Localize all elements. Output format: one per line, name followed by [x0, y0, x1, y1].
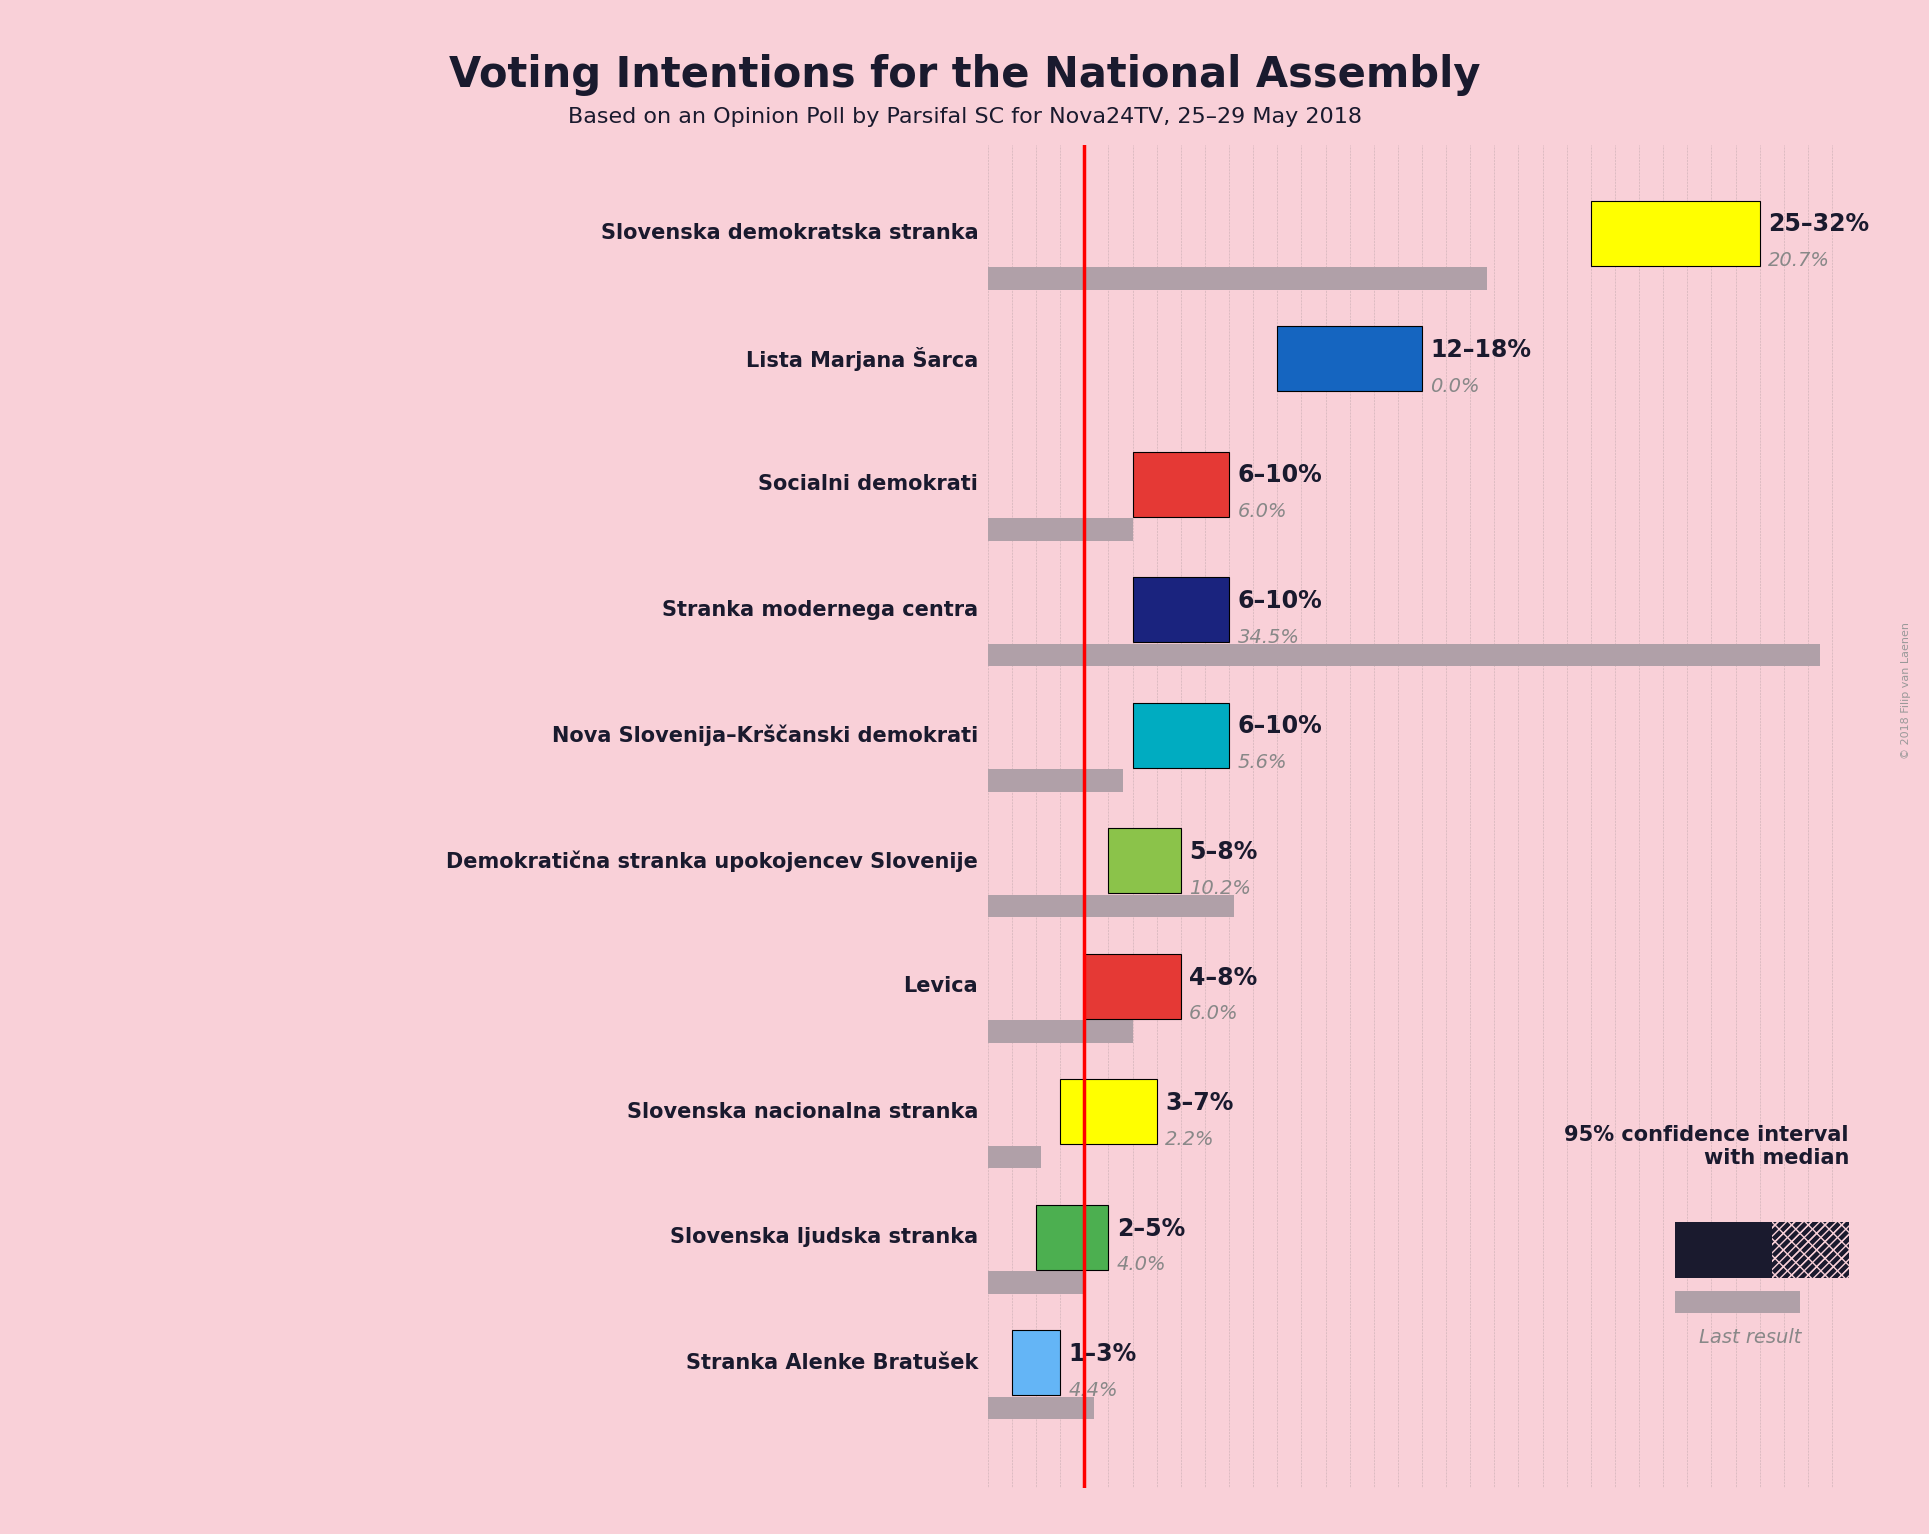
Bar [1350, 327, 1422, 391]
Bar [1109, 828, 1181, 893]
Text: 2.2%: 2.2% [1165, 1131, 1215, 1149]
Bar [1036, 1204, 1109, 1270]
Bar [1144, 828, 1181, 893]
Bar [1181, 703, 1229, 769]
Bar [1181, 577, 1229, 643]
Text: 20.7%: 20.7% [1769, 252, 1831, 270]
Bar [988, 1146, 1042, 1169]
Bar [1013, 1330, 1061, 1396]
Text: 25–32%: 25–32% [1769, 213, 1869, 236]
Bar [1181, 451, 1229, 517]
Bar [1674, 1290, 1800, 1313]
Bar [1132, 954, 1181, 1019]
Text: 34.5%: 34.5% [1238, 627, 1300, 647]
Bar [1109, 828, 1144, 893]
Bar [988, 1020, 1132, 1043]
Bar [1132, 577, 1181, 643]
Bar [1277, 327, 1350, 391]
Bar [1132, 451, 1181, 517]
Text: Slovenska demokratska stranka: Slovenska demokratska stranka [600, 224, 978, 244]
Text: Last result: Last result [1699, 1327, 1802, 1347]
Bar [1181, 451, 1229, 517]
Bar [1061, 1078, 1157, 1144]
Bar [1073, 1204, 1109, 1270]
Text: 4–8%: 4–8% [1190, 965, 1258, 989]
Bar [1350, 327, 1422, 391]
Bar [1109, 1078, 1157, 1144]
Text: Stranka Alenke Bratušek: Stranka Alenke Bratušek [687, 1353, 978, 1373]
Text: 5.6%: 5.6% [1238, 753, 1287, 773]
Text: 6.0%: 6.0% [1190, 1005, 1238, 1023]
Bar [1132, 954, 1181, 1019]
Text: Lista Marjana Šarca: Lista Marjana Šarca [747, 347, 978, 371]
Bar [1061, 1078, 1109, 1144]
Text: 5–8%: 5–8% [1190, 841, 1258, 864]
Text: 1–3%: 1–3% [1069, 1342, 1136, 1365]
Bar [1132, 577, 1229, 643]
Bar [988, 894, 1235, 917]
Bar [988, 518, 1132, 542]
Bar [1144, 828, 1181, 893]
Text: 6–10%: 6–10% [1238, 463, 1321, 488]
Text: Stranka modernega centra: Stranka modernega centra [662, 600, 978, 620]
Bar [988, 644, 1819, 666]
Text: Based on an Opinion Poll by Parsifal SC for Nova24TV, 25–29 May 2018: Based on an Opinion Poll by Parsifal SC … [567, 107, 1362, 127]
Text: 2–5%: 2–5% [1117, 1216, 1184, 1241]
Text: 4.4%: 4.4% [1069, 1381, 1119, 1401]
Bar [1036, 1204, 1073, 1270]
Bar [1591, 201, 1674, 265]
Text: 4.0%: 4.0% [1117, 1255, 1167, 1275]
Bar [1036, 1330, 1061, 1396]
Text: 10.2%: 10.2% [1190, 879, 1252, 897]
Text: Slovenska ljudska stranka: Slovenska ljudska stranka [669, 1227, 978, 1247]
Text: 6–10%: 6–10% [1238, 589, 1321, 614]
Text: Voting Intentions for the National Assembly: Voting Intentions for the National Assem… [449, 54, 1480, 95]
Bar [1674, 201, 1759, 265]
Bar [1674, 201, 1759, 265]
Bar [1591, 201, 1759, 265]
Bar [988, 1396, 1094, 1419]
Bar [1036, 1330, 1061, 1396]
Text: 95% confidence interval
with median: 95% confidence interval with median [1564, 1124, 1848, 1169]
Bar [988, 769, 1123, 792]
Bar [1073, 1204, 1109, 1270]
Text: 12–18%: 12–18% [1431, 337, 1532, 362]
Text: 0.0%: 0.0% [1431, 377, 1480, 396]
Bar [1771, 1221, 1848, 1278]
Text: 6–10%: 6–10% [1238, 715, 1321, 738]
Text: Levica: Levica [903, 976, 978, 996]
Text: 3–7%: 3–7% [1165, 1091, 1233, 1115]
Bar [1084, 954, 1181, 1019]
Bar [1084, 954, 1132, 1019]
Text: Demokratična stranka upokojencev Slovenije: Demokratična stranka upokojencev Sloveni… [446, 850, 978, 871]
Bar [988, 267, 1487, 290]
Text: © 2018 Filip van Laenen: © 2018 Filip van Laenen [1900, 621, 1912, 759]
Bar [1132, 703, 1181, 769]
Bar [1181, 577, 1229, 643]
Text: Socialni demokrati: Socialni demokrati [758, 474, 978, 494]
Text: Nova Slovenija–Krščanski demokrati: Nova Slovenija–Krščanski demokrati [552, 724, 978, 746]
Bar [1277, 327, 1422, 391]
Text: Slovenska nacionalna stranka: Slovenska nacionalna stranka [627, 1101, 978, 1121]
Bar [1132, 451, 1229, 517]
Text: 6.0%: 6.0% [1238, 502, 1287, 522]
Bar [1674, 1221, 1771, 1278]
Bar [1013, 1330, 1036, 1396]
Bar [988, 1272, 1084, 1293]
Bar [1181, 703, 1229, 769]
Bar [1132, 703, 1229, 769]
Bar [1109, 1078, 1157, 1144]
Bar [1771, 1221, 1848, 1278]
